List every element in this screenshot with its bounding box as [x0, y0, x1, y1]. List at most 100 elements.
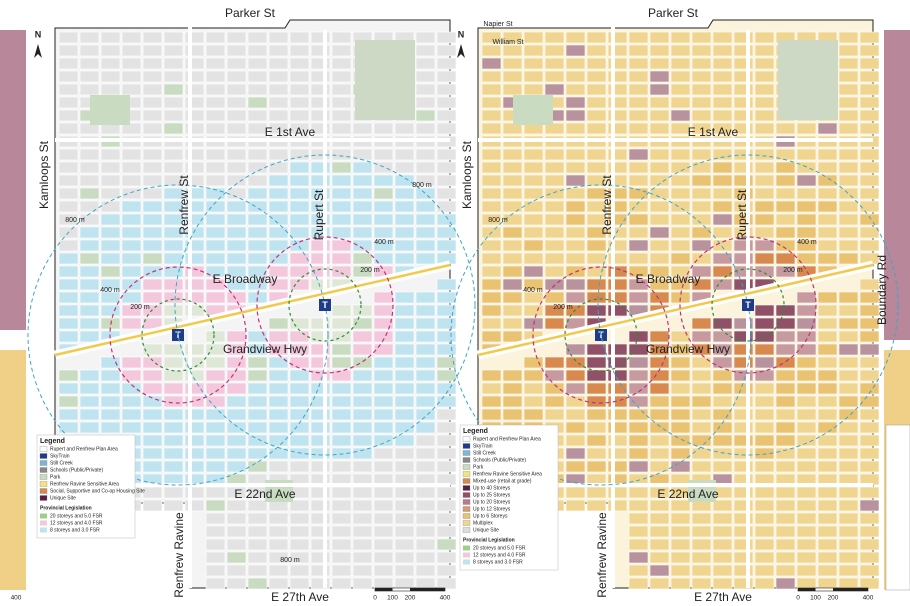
block — [670, 460, 691, 473]
block — [712, 395, 733, 408]
block — [352, 577, 373, 590]
block — [310, 551, 331, 564]
block — [310, 395, 331, 408]
block — [859, 408, 880, 421]
block — [775, 577, 796, 590]
block — [268, 369, 289, 382]
block — [754, 512, 775, 525]
block — [436, 83, 457, 96]
block — [310, 31, 331, 44]
block — [712, 174, 733, 187]
scale-label: 100 — [810, 595, 821, 602]
block — [712, 278, 733, 291]
block — [607, 226, 628, 239]
legend-swatch — [462, 527, 471, 533]
block — [523, 408, 544, 421]
block — [565, 395, 586, 408]
block — [544, 187, 565, 200]
block — [565, 421, 586, 434]
block — [670, 122, 691, 135]
block — [733, 31, 754, 44]
block — [481, 252, 502, 265]
block — [163, 239, 184, 252]
block — [373, 200, 394, 213]
block — [415, 434, 436, 447]
block — [628, 577, 649, 590]
block — [310, 317, 331, 330]
block — [481, 291, 502, 304]
block — [184, 161, 205, 174]
block — [289, 447, 310, 460]
block — [733, 551, 754, 564]
block — [754, 213, 775, 226]
block — [205, 499, 226, 512]
block — [712, 460, 733, 473]
legend-swatch — [462, 492, 471, 498]
block — [163, 187, 184, 200]
block — [415, 226, 436, 239]
block — [310, 161, 331, 174]
block — [184, 369, 205, 382]
legend-item: Social, Supportive and Co-op Housing Sit… — [50, 488, 145, 494]
block — [331, 577, 352, 590]
block — [565, 408, 586, 421]
neighbor-legend — [885, 424, 910, 591]
block — [670, 512, 691, 525]
block — [733, 564, 754, 577]
block — [691, 109, 712, 122]
block — [58, 317, 79, 330]
block — [268, 538, 289, 551]
block — [226, 226, 247, 239]
block — [712, 525, 733, 538]
legend-swatch — [40, 513, 47, 519]
block — [502, 57, 523, 70]
legend-swatch — [39, 495, 48, 501]
block — [415, 317, 436, 330]
block — [733, 278, 754, 291]
block — [394, 343, 415, 356]
block — [859, 31, 880, 44]
block — [775, 174, 796, 187]
block — [754, 551, 775, 564]
block — [733, 83, 754, 96]
block — [523, 174, 544, 187]
block — [544, 31, 565, 44]
block — [247, 356, 268, 369]
block — [628, 434, 649, 447]
block — [247, 577, 268, 590]
block — [205, 291, 226, 304]
block — [121, 291, 142, 304]
block — [310, 460, 331, 473]
street-label: Parker St — [648, 6, 699, 20]
block — [502, 252, 523, 265]
block — [352, 330, 373, 343]
block — [586, 369, 607, 382]
distance-label: 400 m — [523, 287, 543, 294]
block — [670, 525, 691, 538]
block — [205, 369, 226, 382]
block — [352, 538, 373, 551]
block — [523, 83, 544, 96]
skytrain-station — [742, 299, 754, 311]
block — [142, 382, 163, 395]
block — [331, 382, 352, 395]
block — [352, 395, 373, 408]
block — [79, 330, 100, 343]
block — [607, 486, 628, 499]
block — [310, 96, 331, 109]
block — [628, 499, 649, 512]
legend-item: Mixed-use (retail at grade) — [473, 478, 532, 484]
distance-label: 200 m — [783, 267, 803, 274]
block — [817, 213, 838, 226]
block — [184, 395, 205, 408]
block — [565, 109, 586, 122]
block — [796, 239, 817, 252]
block — [586, 395, 607, 408]
block — [838, 343, 859, 356]
block — [310, 447, 331, 460]
block — [733, 109, 754, 122]
block — [331, 239, 352, 252]
block — [775, 551, 796, 564]
block — [565, 200, 586, 213]
block — [184, 343, 205, 356]
